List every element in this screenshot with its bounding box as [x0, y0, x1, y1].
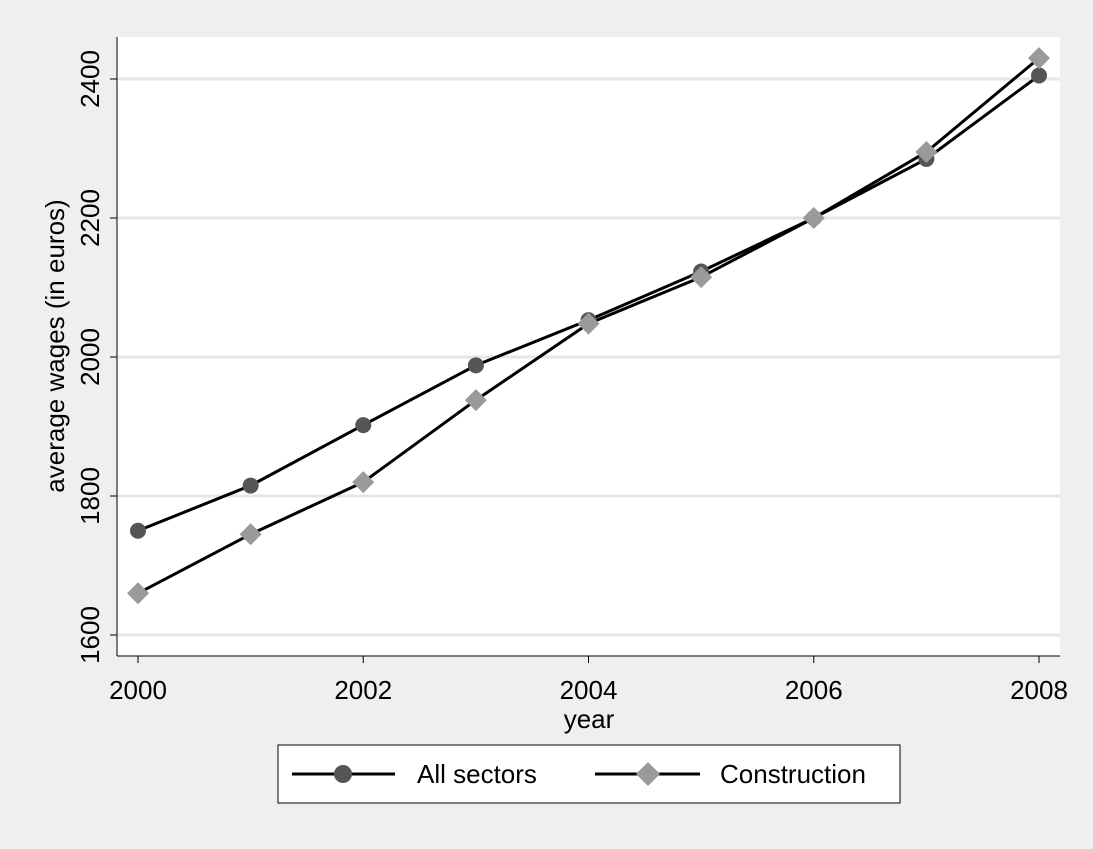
y-tick-label: 2000 [75, 328, 105, 386]
legend: All sectors Construction [277, 744, 901, 804]
data-point-1 [239, 523, 262, 546]
y-tick-label: 1600 [75, 606, 105, 664]
x-ticks: 2000 2002 2004 2006 2008 [109, 656, 1068, 705]
data-point-0 [467, 357, 484, 374]
gridlines [117, 77, 1060, 637]
data-point-1 [1028, 47, 1050, 70]
x-axis-label: year [564, 704, 615, 734]
data-point-0 [242, 477, 259, 494]
legend-label-construction: Construction [720, 759, 866, 789]
legend-label-all-sectors: All sectors [417, 759, 537, 789]
data-point-1 [802, 207, 825, 229]
legend-marker-construction [636, 762, 660, 786]
data-point-1 [127, 582, 149, 605]
x-tick-label: 2004 [560, 675, 618, 705]
data-point-0 [355, 417, 372, 434]
y-tick-label: 2200 [75, 189, 105, 247]
data-point-0 [1031, 67, 1047, 84]
x-tick-label: 2008 [1010, 675, 1068, 705]
x-tick-label: 2006 [785, 675, 843, 705]
data-point-1 [690, 266, 713, 289]
y-ticks: 1600 1800 2000 2200 2400 [75, 50, 117, 664]
y-tick-label: 2400 [75, 50, 105, 108]
data-point-1 [915, 140, 938, 163]
plot-background [117, 37, 1060, 656]
series [127, 47, 1050, 605]
y-tick-label: 1800 [75, 467, 105, 525]
legend-marker-all-sectors [334, 765, 352, 783]
data-point-0 [130, 522, 146, 539]
data-point-1 [577, 312, 600, 335]
x-tick-label: 2002 [334, 675, 392, 705]
y-axis-label: average wages (in euros) [40, 199, 70, 492]
x-tick-label: 2000 [109, 675, 167, 705]
data-point-1 [464, 389, 487, 412]
data-point-1 [352, 471, 375, 494]
